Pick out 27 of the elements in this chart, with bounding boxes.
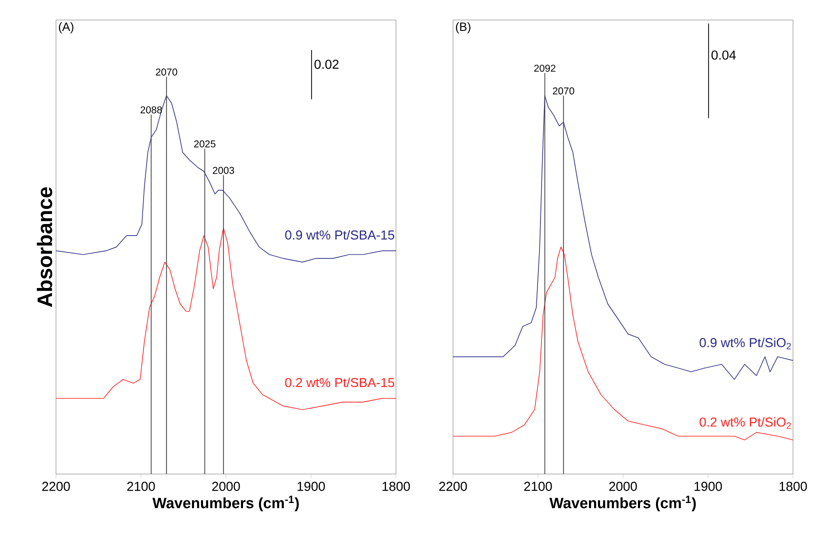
x-tick-label: 2100	[127, 482, 155, 491]
x-tick-label: 2000	[212, 482, 240, 491]
x-tick-label: 2100	[524, 482, 552, 491]
series-label: 0.9 wt% Pt/SBA-15	[285, 230, 394, 240]
text: 0.04	[712, 50, 736, 60]
ref-line-label: 2003	[212, 166, 234, 174]
ref-line-label: 2070	[156, 68, 178, 76]
series-label: 0.2 wt% Pt/SBA-15	[285, 378, 394, 388]
x-tick-label: 1800	[780, 482, 807, 491]
text: (B)	[456, 22, 470, 34]
x-tick-label: 2200	[439, 482, 467, 491]
x-tick-label: 2000	[609, 482, 637, 491]
ref-line-label: 2025	[194, 140, 216, 148]
x-tick-label: 1900	[298, 482, 325, 491]
series-label: 0.9 wt% Pt/SiO$_{2}$	[700, 338, 791, 350]
ref-line-label: 2088	[140, 106, 162, 114]
text: (A)	[58, 22, 74, 34]
y-axis-title: Absorbance	[36, 187, 52, 307]
x-axis-title: Wavenumbers (cm$^{-1}$)	[549, 496, 696, 512]
x-tick-label: 1800	[382, 482, 410, 491]
text: 0.02	[314, 60, 339, 69]
ref-line-label: 2070	[552, 87, 574, 94]
x-axis-title: Wavenumbers (cm$^{-1}$)	[152, 496, 299, 512]
series-label: 0.2 wt% Pt/SiO$_{2}$	[700, 417, 791, 429]
ref-line-label: 2092	[534, 64, 556, 72]
x-tick-label: 2200	[42, 482, 70, 491]
x-tick-label: 1900	[694, 482, 722, 491]
